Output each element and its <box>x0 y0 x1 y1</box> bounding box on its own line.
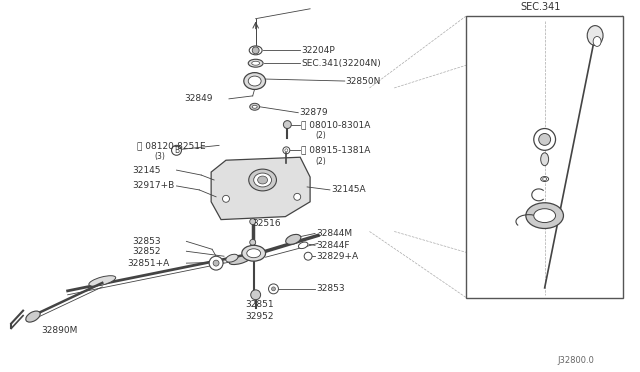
Ellipse shape <box>244 73 266 89</box>
Circle shape <box>250 240 255 245</box>
Circle shape <box>304 252 312 260</box>
Ellipse shape <box>534 209 556 222</box>
Ellipse shape <box>253 173 271 187</box>
Text: 32853: 32853 <box>316 284 345 294</box>
Text: (2): (2) <box>315 131 326 140</box>
Text: 32852: 32852 <box>132 247 161 256</box>
Text: Ⓑ 08010-8301A: Ⓑ 08010-8301A <box>301 120 371 129</box>
Text: B: B <box>174 146 179 155</box>
Circle shape <box>294 193 301 200</box>
Text: Ⓦ 08915-1381A: Ⓦ 08915-1381A <box>301 146 371 155</box>
Text: 32204P: 32204P <box>301 46 335 55</box>
Text: 32850N: 32850N <box>346 77 381 86</box>
Circle shape <box>251 290 260 300</box>
Text: SEC.341: SEC.341 <box>520 2 561 12</box>
Text: 32516: 32516 <box>253 219 282 228</box>
Polygon shape <box>211 157 310 219</box>
Text: 32829+A: 32829+A <box>316 252 358 261</box>
Circle shape <box>285 149 288 152</box>
Circle shape <box>223 195 230 202</box>
Ellipse shape <box>226 254 238 262</box>
Text: 32890M: 32890M <box>41 326 77 335</box>
Text: 32879: 32879 <box>300 108 328 117</box>
Ellipse shape <box>248 59 263 67</box>
Text: SEC.341(32204N): SEC.341(32204N) <box>301 59 381 68</box>
Text: 32145A: 32145A <box>331 185 365 195</box>
Ellipse shape <box>593 36 601 46</box>
Ellipse shape <box>541 153 548 166</box>
Ellipse shape <box>249 169 276 191</box>
Ellipse shape <box>258 176 268 184</box>
Ellipse shape <box>543 177 547 180</box>
Ellipse shape <box>588 26 603 45</box>
Circle shape <box>250 219 255 225</box>
Text: 32849: 32849 <box>184 94 213 103</box>
Circle shape <box>252 47 259 54</box>
Ellipse shape <box>541 177 548 182</box>
Circle shape <box>271 287 275 291</box>
Circle shape <box>209 256 223 270</box>
Text: 32851+A: 32851+A <box>127 259 169 267</box>
Circle shape <box>283 147 290 154</box>
Text: 32145: 32145 <box>132 166 161 174</box>
Text: Ⓑ 08120-8251E: Ⓑ 08120-8251E <box>137 141 205 150</box>
Circle shape <box>534 129 556 150</box>
Circle shape <box>269 284 278 294</box>
Ellipse shape <box>252 61 260 65</box>
Ellipse shape <box>249 46 262 55</box>
Ellipse shape <box>250 103 260 110</box>
Circle shape <box>213 260 219 266</box>
Ellipse shape <box>298 242 308 248</box>
Text: (3): (3) <box>155 152 166 161</box>
Text: 32952: 32952 <box>246 312 275 321</box>
Text: 32844M: 32844M <box>316 229 352 238</box>
Text: 32851: 32851 <box>246 300 275 309</box>
Ellipse shape <box>285 234 301 244</box>
Ellipse shape <box>247 249 260 258</box>
Circle shape <box>172 145 182 155</box>
Ellipse shape <box>252 105 257 108</box>
Text: (2): (2) <box>315 157 326 166</box>
Text: J32800.0: J32800.0 <box>557 356 595 365</box>
Text: 32844F: 32844F <box>316 241 349 250</box>
Ellipse shape <box>89 276 116 286</box>
Ellipse shape <box>248 76 261 86</box>
Ellipse shape <box>229 256 250 264</box>
Ellipse shape <box>526 203 563 228</box>
Ellipse shape <box>26 311 40 322</box>
Circle shape <box>539 134 550 145</box>
Text: 32853: 32853 <box>132 237 161 246</box>
Text: 32917+B: 32917+B <box>132 182 174 190</box>
Ellipse shape <box>242 245 266 261</box>
Bar <box>467 16 623 298</box>
Circle shape <box>284 121 291 129</box>
